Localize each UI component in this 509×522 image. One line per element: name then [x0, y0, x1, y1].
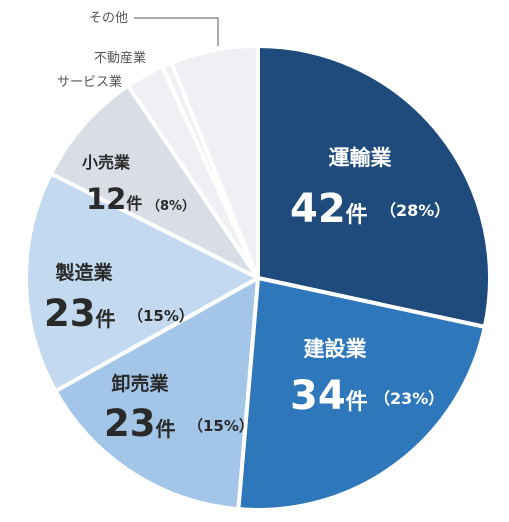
slice-name-oroshiuri: 卸売業 [111, 372, 169, 395]
slice-count-kouri: 12件 [86, 182, 142, 216]
pie-slice-unyu [256, 44, 492, 329]
outer-label-service: サービス業 [57, 74, 122, 90]
slice-name-unyu: 運輸業 [329, 146, 393, 170]
outer-label-fudosan: 不動産業 [94, 50, 146, 66]
pie-slice-kensetsu [236, 276, 487, 512]
slice-count-kensetsu: 34件 [290, 373, 368, 419]
slice-percent-kouri: （8%） [147, 198, 195, 214]
slice-percent-oroshiuri: （15%） [188, 417, 254, 435]
slice-percent-seizo: （15%） [128, 307, 194, 325]
slice-name-seizo: 製造業 [54, 261, 113, 284]
slice-percent-unyu: （28%） [380, 201, 450, 220]
leader-lines [134, 17, 219, 46]
outer-label-sonota: その他 [89, 11, 128, 26]
slice-labels: 運輸業 42件 （28%） 建設業 34件 （23%） 卸売業 23件 （15%） 製造業 23件 （… [44, 11, 450, 445]
pie-slice-seizo [24, 171, 260, 394]
slice-count-oroshiuri: 23件 [104, 402, 176, 445]
slice-name-kensetsu: 建設業 [304, 337, 368, 361]
pie-slice-oroshiuri [53, 276, 260, 512]
slice-count-unyu: 42件 [290, 186, 368, 232]
pie-slices [24, 44, 492, 512]
slice-count-seizo: 23件 [44, 292, 116, 335]
slice-percent-kensetsu: （23%） [374, 389, 444, 408]
pie-slice-kouri [48, 83, 260, 280]
pie-slice-sonota [169, 44, 260, 280]
slice-name-kouri: 小売業 [82, 153, 131, 172]
leader-line-sonota [134, 17, 219, 46]
